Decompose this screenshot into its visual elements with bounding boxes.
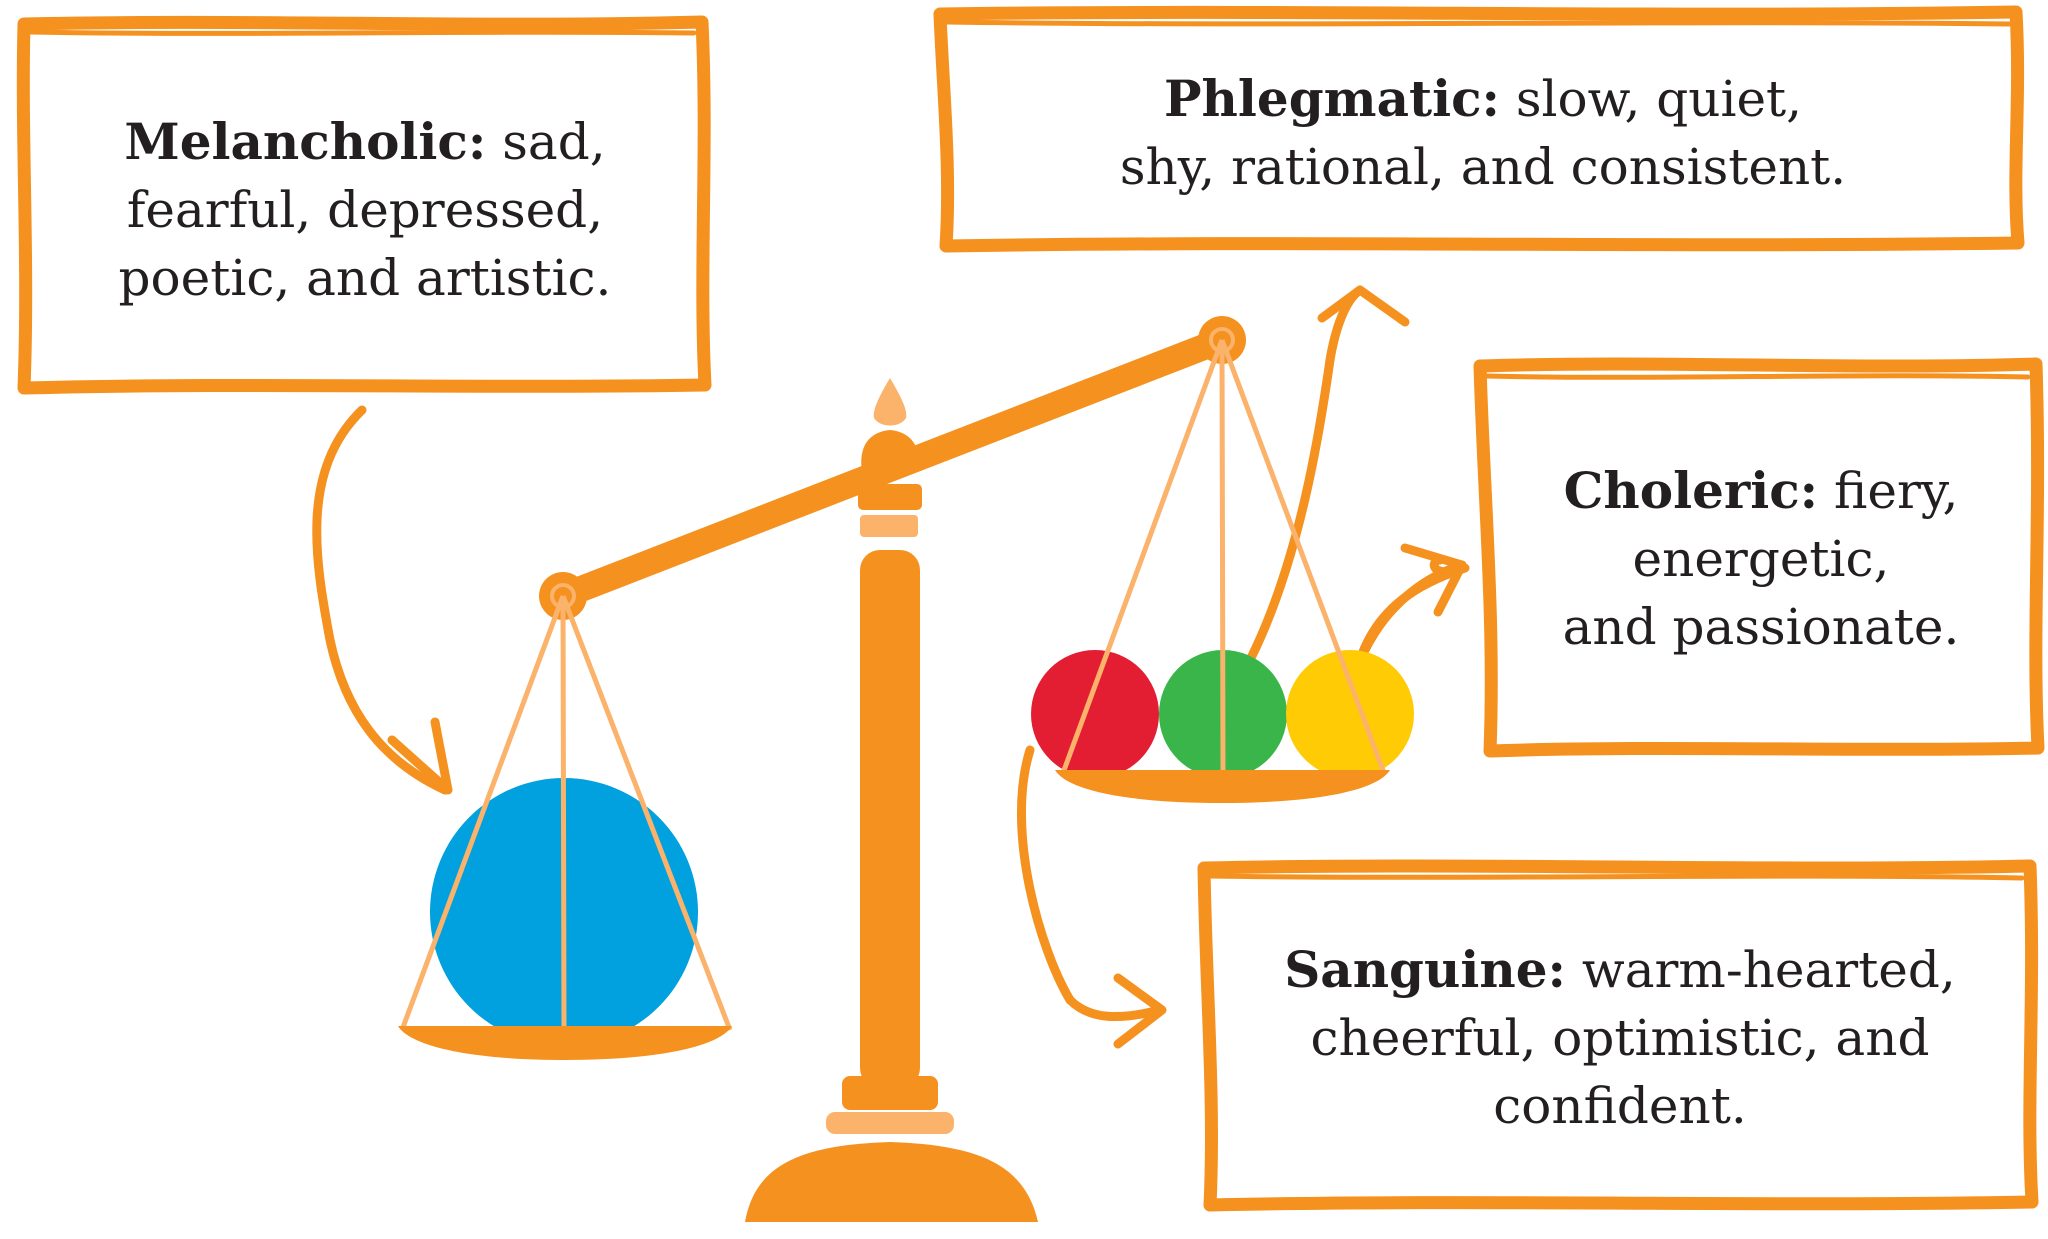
phlegmatic-text: Phlegmatic: slow, quiet, shy, rational, a… — [1120, 65, 1846, 201]
scale-pillar — [860, 550, 920, 1088]
sanguine-arrow-head — [1113, 973, 1167, 1049]
scale-collar-lower — [860, 515, 918, 537]
choleric-text: Choleric: fiery, energetic, and passionate… — [1563, 457, 1960, 661]
sanguine-text: Sanguine: warm-hearted, cheerful, optimis… — [1284, 936, 1956, 1140]
phlegmatic-desc-1: slow, quiet, — [1499, 70, 1803, 128]
choleric-frame-inner — [1483, 373, 2031, 380]
choleric-arrow-head — [1400, 543, 1467, 617]
phlegmatic-frame — [933, 5, 2025, 253]
melancholic-frame — [16, 15, 712, 395]
right-pan — [1055, 770, 1390, 803]
melancholic-desc-1: sad, — [486, 113, 606, 171]
phlegmatic-term: Phlegmatic: — [1163, 69, 1500, 128]
scale-pillar-base — [842, 1076, 938, 1110]
left-strings — [399, 595, 733, 1031]
scale — [745, 378, 1038, 1222]
melancholic-text: Melancholic: sad, fearful, depressed, poet… — [119, 108, 612, 312]
sanguine-frame — [1197, 859, 2039, 1212]
phlegmatic-frame-inner — [943, 19, 2013, 27]
melancholic-box: Melancholic: sad, fearful, depressed, poet… — [40, 40, 690, 380]
scale-base — [745, 1142, 1038, 1222]
yellow-ball — [1286, 650, 1414, 778]
beam — [550, 327, 1235, 609]
melancholic-arrow — [312, 405, 450, 795]
right-strings — [1060, 339, 1387, 774]
phlegmatic-desc-2: shy, rational, and consistent. — [1119, 138, 1847, 196]
choleric-frame — [1473, 357, 2045, 758]
phlegmatic-box: Phlegmatic: slow, quiet, shy, rational, a… — [958, 28, 2008, 238]
sanguine-desc-2: cheerful, optimistic, and — [1310, 1009, 1930, 1067]
arrows — [312, 285, 1470, 1049]
scale-finial — [873, 378, 907, 426]
melancholic-desc-2: fearful, depressed, — [126, 181, 604, 239]
choleric-term: Choleric: — [1563, 461, 1819, 520]
choleric-desc-2: energetic, — [1632, 530, 1890, 588]
phlegmatic-arrow — [1245, 285, 1365, 665]
choleric-desc-1: fiery, — [1818, 462, 1959, 520]
scale-collar — [858, 484, 922, 510]
box-frames — [16, 5, 2045, 1212]
melancholic-arrow-head — [387, 717, 453, 795]
sanguine-term: Sanguine: — [1284, 940, 1566, 999]
choleric-arrow — [1355, 555, 1470, 665]
sanguine-desc-3: confident. — [1493, 1077, 1747, 1135]
melancholic-term: Melancholic: — [124, 112, 487, 171]
sanguine-desc-1: warm-hearted, — [1566, 941, 1956, 999]
melancholic-frame-inner — [27, 29, 697, 36]
choleric-desc-3: and passionate. — [1562, 598, 1960, 656]
left-pan — [398, 1026, 732, 1060]
choleric-box: Choleric: fiery, energetic, and passionate… — [1496, 380, 2026, 738]
melancholic-desc-3: poetic, and artistic. — [118, 249, 612, 307]
scale-base-plate — [826, 1112, 954, 1134]
choleric-arrow-2 — [1360, 560, 1467, 655]
sanguine-box: Sanguine: warm-hearted, cheerful, optimis… — [1220, 882, 2020, 1194]
sanguine-frame-inner — [1207, 873, 2025, 881]
phlegmatic-arrow-head — [1317, 285, 1410, 327]
sanguine-arrow — [1016, 745, 1165, 1022]
red-ball — [1031, 650, 1159, 778]
